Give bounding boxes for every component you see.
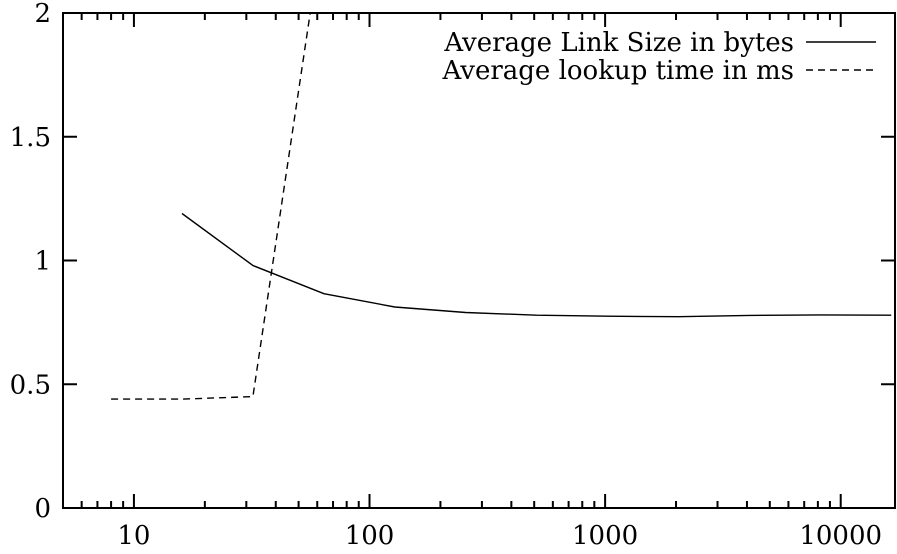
- legend-label: Average lookup time in ms: [442, 56, 794, 86]
- series-group: [111, 13, 892, 400]
- y-tick-label: 2: [34, 0, 51, 29]
- y-tick-label: 0.5: [10, 370, 51, 400]
- y-tick-label: 0: [34, 494, 51, 524]
- series-line-1: [181, 212, 892, 318]
- y-tick-label: 1: [34, 247, 51, 277]
- legend-label: Average Link Size in bytes: [443, 28, 794, 58]
- x-tick-label: 100: [345, 521, 395, 551]
- axis-tick-labels: 0 0.5 1 1.5 2 10 100 1000 10000: [10, 0, 882, 551]
- x-tick-label: 10000: [799, 521, 882, 551]
- axis-ticks: [62, 12, 895, 509]
- x-tick-label: 1000: [572, 521, 638, 551]
- y-tick-label: 1.5: [10, 123, 51, 153]
- series-line-2: [111, 13, 311, 400]
- x-tick-label: 10: [117, 521, 150, 551]
- plot-frame: [62, 12, 896, 509]
